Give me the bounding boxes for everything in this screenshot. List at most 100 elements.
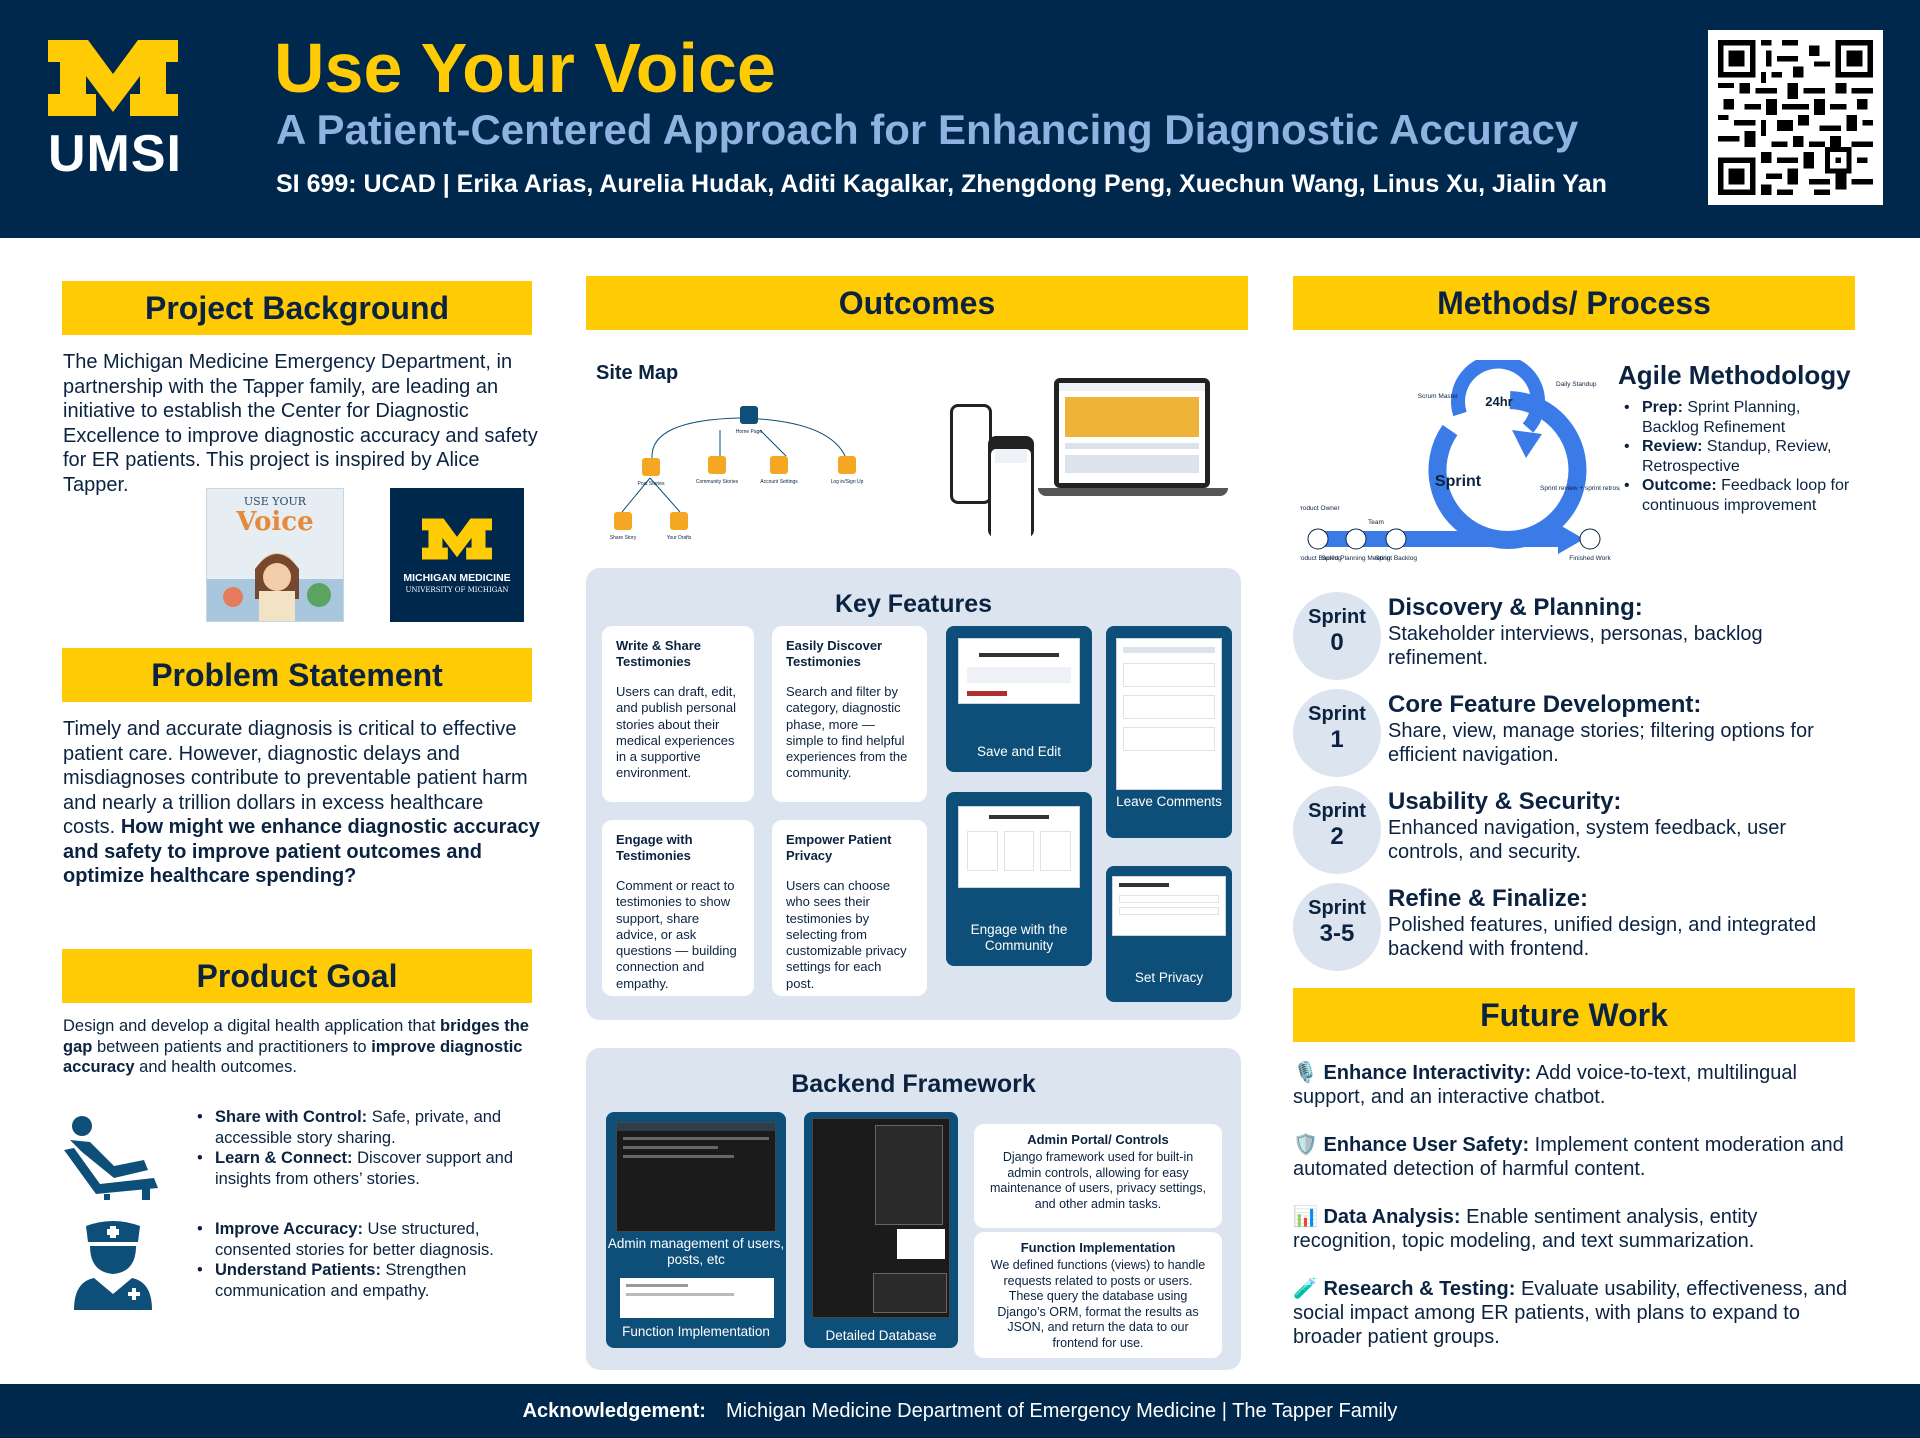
- backend-screenshot-caption: Function Implementation: [622, 1324, 770, 1339]
- mm-logo-sub: UNIVERSITY OF MICHIGAN: [405, 586, 509, 594]
- sprint-row: Sprint 0 Discovery & Planning: Stakehold…: [1293, 592, 1863, 682]
- agile-item: Review: Standup, Review, Retrospective: [1624, 437, 1854, 476]
- feature-screenshot-card: Set Privacy: [1106, 866, 1232, 1002]
- laptop-base: [1038, 488, 1228, 496]
- admin-screenshot: [616, 1122, 776, 1232]
- future-item-bold: Enhance User Safety:: [1323, 1134, 1530, 1156]
- agile-item-text: Feedback loop for continuous improvement: [1642, 477, 1850, 514]
- goal-item-bold: Learn & Connect:: [215, 1149, 353, 1167]
- backend-heading: Backend Framework: [791, 1070, 1036, 1098]
- problem-text: Timely and accurate diagnosis is critica…: [63, 718, 528, 838]
- home-page-node-icon: [740, 406, 758, 424]
- sprint-badge-number: 0: [1330, 629, 1344, 656]
- goal-text-1: Design and develop a digital health appl…: [63, 1017, 436, 1035]
- feature-screenshot-caption: Set Privacy: [1134, 970, 1204, 985]
- agile-item: Outcome: Feedback loop for continuous im…: [1624, 476, 1854, 515]
- feature-screenshot-caption: Save and Edit: [976, 744, 1062, 759]
- test-tube-icon: 🧪: [1293, 1278, 1318, 1300]
- logo-text: UMSI: [48, 125, 182, 183]
- feature-card-title: Empower Patient Privacy: [786, 832, 892, 863]
- agile-item-text: Sprint Planning, Backlog Refinement: [1642, 399, 1801, 436]
- share-story-node-icon: [614, 512, 632, 530]
- acknowledgement-label: Acknowledgement:: [522, 1399, 706, 1422]
- sprint-title: Refine & Finalize:: [1388, 885, 1589, 912]
- future-item-text: Enable sentiment analysis, entity recogn…: [1293, 1206, 1758, 1252]
- community-stories-node-icon: [708, 456, 726, 474]
- feature-card-text: Comment or react to testimonies to show …: [616, 878, 737, 991]
- qr-code[interactable]: [1708, 30, 1883, 205]
- agile-item-text: Standup, Review, Retrospective: [1642, 438, 1832, 475]
- goal-text-bold-1: bridges the gap: [63, 1017, 529, 1056]
- sprint-badge-label: Sprint: [1308, 800, 1366, 822]
- agile-diagram: Sprint 24hr Daily Standup Scrum Master P…: [1300, 360, 1620, 562]
- agile-backlog-label: Product Backlog: [1300, 555, 1342, 562]
- laptop-mockup: [1054, 378, 1210, 488]
- phone-mockup-1: [950, 404, 992, 504]
- sitemap-node-label: Your Drafts: [667, 535, 692, 541]
- backend-screenshot-card: Detailed Database: [804, 1112, 958, 1348]
- future-item: 🎙️ Enhance Interactivity: Add voice-to-t…: [1293, 1061, 1863, 1109]
- future-item-bold: Data Analysis:: [1323, 1206, 1461, 1228]
- goal-item: Improve Accuracy: Use structured, consen…: [197, 1219, 537, 1260]
- michigan-medicine-logo: MICHIGAN MEDICINE UNIVERSITY OF MICHIGAN: [390, 488, 524, 622]
- microphone-icon: 🎙️: [1293, 1062, 1318, 1084]
- poster-authors: SI 699: UCAD | Erika Arias, Aurelia Huda…: [276, 170, 1607, 198]
- agile-item-bold: Review:: [1642, 438, 1703, 455]
- feature-card: Easily Discover Testimonies Search and f…: [772, 626, 927, 802]
- goal-item-bold: Share with Control:: [215, 1108, 368, 1126]
- agile-item: Prep: Sprint Planning, Backlog Refinemen…: [1624, 398, 1854, 437]
- problem-question: How might we enhance diagnostic accuracy…: [63, 816, 540, 887]
- goal-item-text: Strengthen communication and empathy.: [215, 1261, 467, 1300]
- agile-owner-label: Product Owner: [1300, 505, 1341, 512]
- backend-screenshot-card: Admin management of users, posts, etc Fu…: [606, 1112, 786, 1348]
- problem-statement-heading: Problem Statement: [62, 648, 532, 702]
- project-background-text: The Michigan Medicine Emergency Departme…: [63, 351, 538, 496]
- agile-planning-label: Sprint Planning Meeting: [1321, 555, 1390, 562]
- sprint-backlog-icon: [1385, 528, 1407, 550]
- doctor-icon: [74, 1221, 152, 1310]
- key-features-heading: Key Features: [834, 590, 993, 618]
- feature-screenshot-caption: Leave Comments: [1116, 794, 1222, 809]
- goal-item-text: Safe, private, and accessible story shar…: [215, 1108, 502, 1147]
- sprint-title: Usability & Security:: [1388, 788, 1622, 815]
- qr-code-icon: [1718, 40, 1873, 195]
- sitemap-diagram: Home Page Post Stories Community Stories…: [610, 406, 864, 541]
- sprint-row: Sprint 3-5 Refine & Finalize: Polished f…: [1293, 883, 1863, 973]
- poster-header: UMSI Use Your Voice A Patient-Centered A…: [0, 0, 1920, 238]
- sprint-badge-label: Sprint: [1308, 606, 1366, 628]
- feature-card-title: Easily Discover Testimonies: [786, 638, 883, 669]
- sprint-planning-icon: [1345, 528, 1367, 550]
- agile-daily-label: Daily Standup: [1556, 381, 1597, 388]
- sprint-badge-number: 1: [1330, 726, 1344, 753]
- device-mockups-image: [950, 378, 1240, 545]
- future-item: 🧪 Research & Testing: Evaluate usability…: [1293, 1277, 1863, 1349]
- agile-list: Prep: Sprint Planning, Backlog Refinemen…: [1624, 398, 1854, 515]
- book-title-2: Voice: [236, 507, 314, 537]
- outcomes-heading: Outcomes: [586, 276, 1248, 330]
- agile-title: Agile Methodology: [1618, 360, 1851, 390]
- feature-card-title: Write & Share Testimonies: [616, 638, 702, 669]
- book-title-1: USE YOUR: [243, 495, 307, 508]
- sprint-badge-label: Sprint: [1308, 703, 1366, 725]
- goal-item-bold: Understand Patients:: [215, 1261, 381, 1279]
- future-item: 🛡️ Enhance User Safety: Implement conten…: [1293, 1133, 1863, 1181]
- bar-chart-icon: 📊: [1293, 1206, 1318, 1228]
- sitemap-node-label: Log in/Sign Up: [831, 479, 864, 485]
- admin-portal-text: Django framework used for built-in admin…: [989, 1150, 1207, 1211]
- your-drafts-node-icon: [670, 512, 688, 530]
- login-node-icon: [838, 456, 856, 474]
- umsi-logo: UMSI: [48, 40, 182, 184]
- patient-chair-icon: [64, 1116, 158, 1200]
- product-goal-heading: Product Goal: [62, 949, 532, 1003]
- sprint-title: Core Feature Development:: [1388, 691, 1702, 718]
- sprint-text: Enhanced navigation, system feedback, us…: [1388, 817, 1787, 863]
- phone-mockup-2: [988, 436, 1034, 545]
- agile-scrum-label: Scrum Master: [1418, 393, 1459, 400]
- goal-item-text: Use structured, consented stories for be…: [215, 1220, 494, 1259]
- feature-card-text: Users can draft, edit, and publish perso…: [616, 684, 736, 781]
- feature-screenshot-caption: Engage with the Community: [970, 922, 1068, 953]
- goal-item: Understand Patients: Strengthen communic…: [197, 1260, 537, 1301]
- methods-heading: Methods/ Process: [1293, 276, 1855, 330]
- privacy-screenshot: [1112, 876, 1226, 936]
- acknowledgement-text: Michigan Medicine Department of Emergenc…: [725, 1399, 1398, 1422]
